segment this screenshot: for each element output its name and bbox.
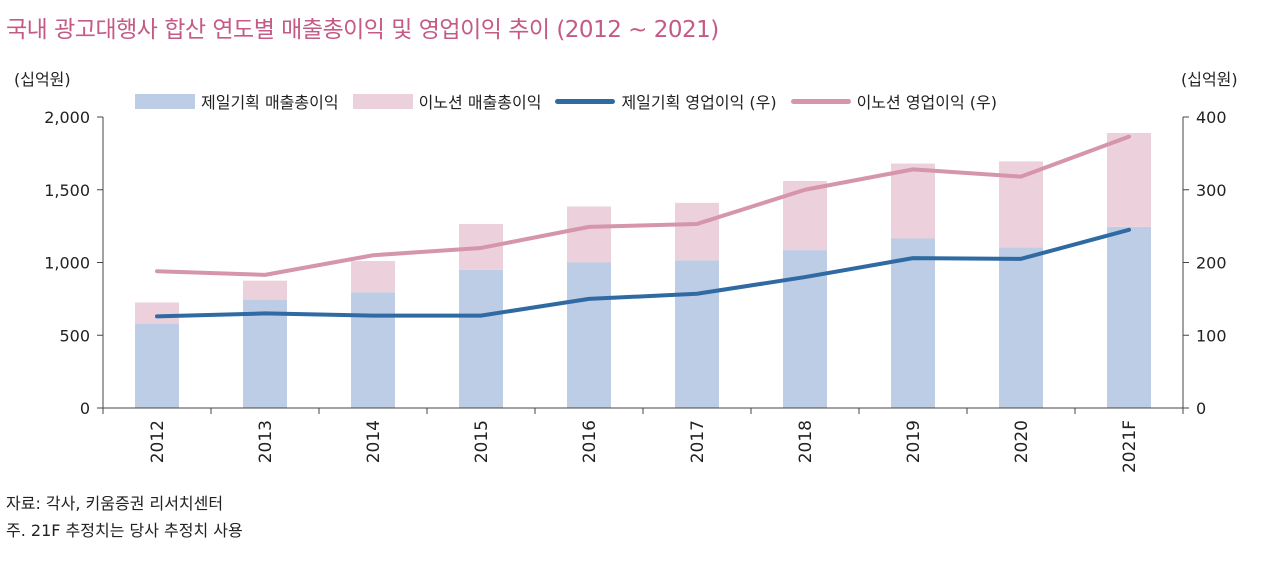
- left-tick-label-1500: 1,500: [44, 181, 90, 200]
- left-tick-label-500: 500: [59, 326, 90, 345]
- right-axis-unit: (십억원): [1181, 70, 1238, 89]
- x-tick-label-2013: 2013: [256, 420, 276, 463]
- right-tick-label-300: 300: [1196, 181, 1227, 200]
- legend-label-cheil-op: 제일기획 영업이익 (우): [621, 93, 777, 112]
- right-tick-label-0: 0: [1196, 399, 1206, 418]
- right-tick-label-200: 200: [1196, 254, 1227, 273]
- bar-cheil-gross-2019: [891, 238, 935, 408]
- bar-innocean-gross-2021F: [1107, 133, 1151, 227]
- legend-item-innocean-gross: 이노션 매출총이익: [352, 89, 542, 113]
- x-tick-label-2020: 2020: [1012, 420, 1032, 463]
- source-note: 자료: 각사, 키움증권 리서치센터: [6, 494, 224, 513]
- x-tick-label-2015: 2015: [472, 420, 492, 463]
- x-tick-label-2021F: 2021F: [1120, 420, 1140, 473]
- legend-item-cheil-op: 제일기획 영업이익 (우): [555, 89, 777, 113]
- legend-swatch-cheil-op: [555, 98, 616, 104]
- x-tick-label-2017: 2017: [688, 420, 708, 463]
- legend-item-innocean-op: 이노션 영업이익 (우): [790, 89, 997, 113]
- right-tick-label-400: 400: [1196, 108, 1227, 127]
- bar-cheil-gross-2012: [135, 323, 179, 408]
- line-cheil-op: [155, 227, 1131, 319]
- chart-legend: 제일기획 매출총이익 이노션 매출총이익 제일기획 영업이익 (우) 이노션 영…: [135, 89, 1011, 113]
- right-tick-label-100: 100: [1196, 326, 1227, 345]
- bar-cheil-gross-2013: [243, 299, 287, 408]
- bar-innocean-gross-2017: [675, 202, 719, 261]
- bar-innocean-gross-2019: [891, 163, 935, 239]
- legend-item-cheil-gross: 제일기획 매출총이익: [135, 89, 339, 113]
- bar-cheil-gross-2021F: [1107, 226, 1151, 408]
- legend-swatch-innocean-op: [790, 98, 851, 104]
- bar-cheil-gross-2017: [675, 260, 719, 408]
- x-tick-label-2012: 2012: [148, 420, 168, 463]
- chart-notes: 자료: 각사, 키움증권 리서치센터 주. 21F 추정치는 당사 추정치 사용: [6, 490, 243, 544]
- left-tick-label-2000: 2,000: [44, 108, 90, 127]
- legend-label-cheil-gross: 제일기획 매출총이익: [201, 93, 339, 112]
- bar-cheil-gross-2015: [459, 269, 503, 408]
- line-innocean-op: [155, 134, 1131, 277]
- x-tick-label-2019: 2019: [904, 420, 924, 463]
- x-tick-label-2016: 2016: [580, 420, 600, 463]
- estimate-note: 주. 21F 추정치는 당사 추정치 사용: [6, 521, 243, 540]
- bar-cheil-gross-2016: [567, 262, 611, 408]
- x-tick-label-2014: 2014: [364, 420, 384, 463]
- legend-swatch-innocean-gross: [352, 93, 413, 109]
- x-tick-label-2018: 2018: [796, 420, 816, 463]
- left-tick-label-0: 0: [80, 399, 90, 418]
- bar-innocean-gross-2016: [567, 206, 611, 263]
- legend-swatch-cheil-gross: [135, 93, 195, 109]
- chart-title: 국내 광고대행사 합산 연도별 매출총이익 및 영업이익 추이 (2012 ~ …: [6, 17, 719, 43]
- left-axis-unit: (십억원): [14, 70, 71, 89]
- left-tick-label-1000: 1,000: [44, 254, 90, 273]
- bar-innocean-gross-2014: [351, 261, 395, 293]
- legend-label-innocean-gross: 이노션 매출총이익: [418, 93, 542, 112]
- legend-label-innocean-op: 이노션 영업이익 (우): [856, 93, 997, 112]
- bar-cheil-gross-2014: [351, 292, 395, 408]
- bar-innocean-gross-2013: [243, 280, 287, 300]
- bar-innocean-gross-2012: [135, 302, 179, 324]
- bar-cheil-gross-2020: [999, 247, 1043, 408]
